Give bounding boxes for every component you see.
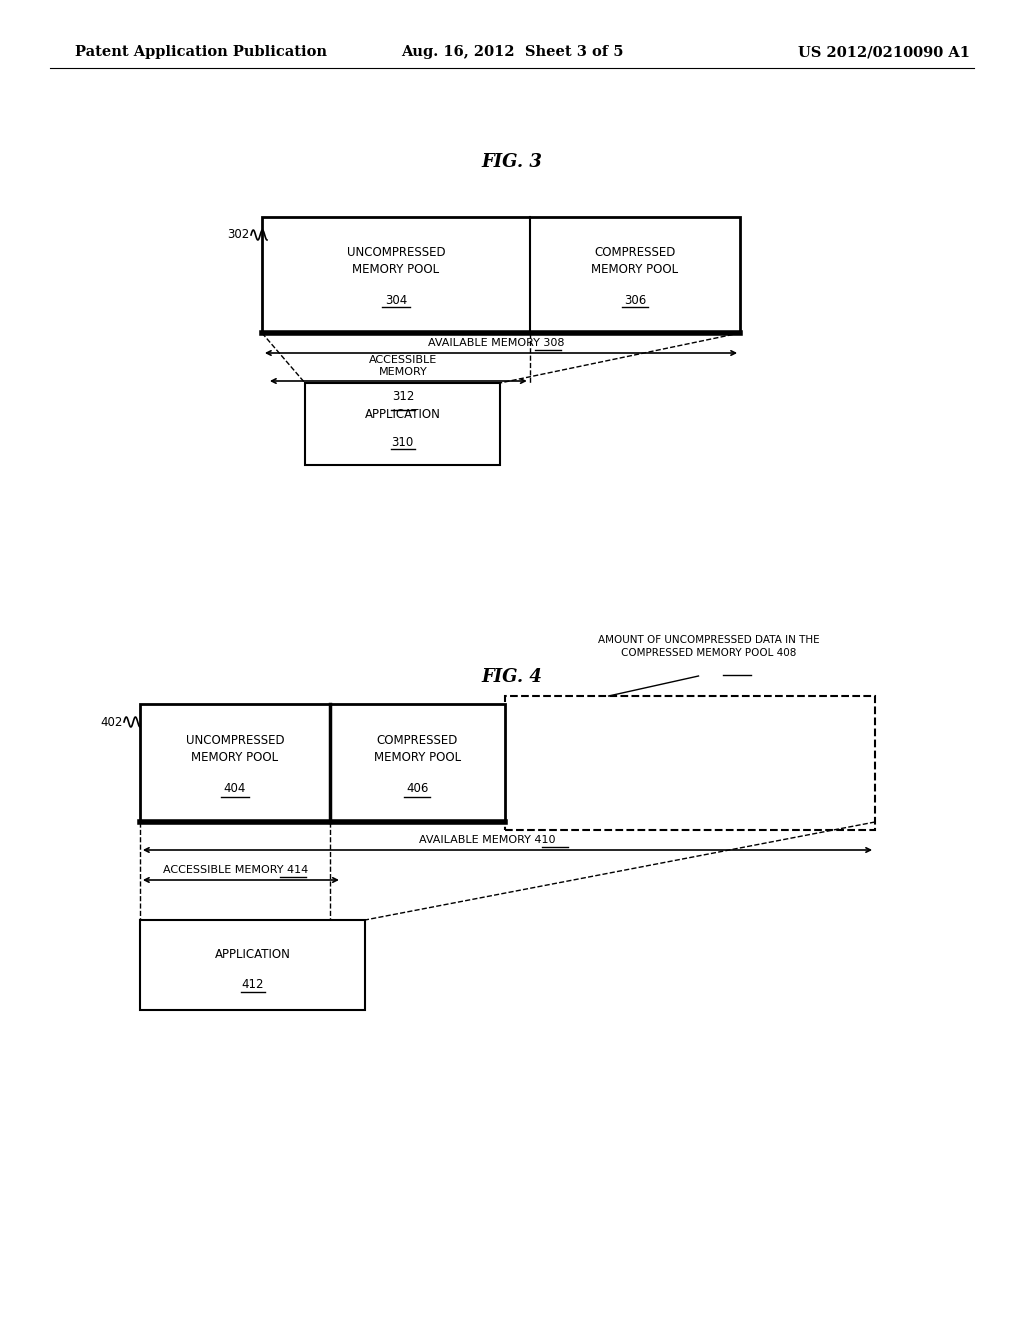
- Text: US 2012/0210090 A1: US 2012/0210090 A1: [798, 45, 970, 59]
- Text: Patent Application Publication: Patent Application Publication: [75, 45, 327, 59]
- Text: 306: 306: [624, 294, 646, 308]
- Text: APPLICATION: APPLICATION: [215, 948, 291, 961]
- Text: 412: 412: [242, 978, 264, 991]
- Text: UNCOMPRESSED
MEMORY POOL: UNCOMPRESSED MEMORY POOL: [185, 734, 285, 764]
- Text: FIG. 3: FIG. 3: [481, 153, 543, 172]
- Text: AVAILABLE MEMORY 410: AVAILABLE MEMORY 410: [419, 836, 556, 845]
- Bar: [262, 216, 740, 333]
- Text: 402: 402: [100, 715, 123, 729]
- Text: UNCOMPRESSED
MEMORY POOL: UNCOMPRESSED MEMORY POOL: [346, 246, 445, 276]
- Text: 406: 406: [407, 783, 429, 796]
- Text: 304: 304: [385, 294, 407, 308]
- Text: AMOUNT OF UNCOMPRESSED DATA IN THE
COMPRESSED MEMORY POOL 408: AMOUNT OF UNCOMPRESSED DATA IN THE COMPR…: [598, 635, 819, 657]
- Text: 404: 404: [223, 783, 246, 796]
- Text: 310: 310: [391, 436, 414, 449]
- Bar: [505, 696, 874, 830]
- Text: COMPRESSED
MEMORY POOL: COMPRESSED MEMORY POOL: [591, 246, 679, 276]
- Text: COMPRESSED
MEMORY POOL: COMPRESSED MEMORY POOL: [374, 734, 461, 764]
- Text: APPLICATION: APPLICATION: [365, 408, 440, 421]
- Bar: [305, 383, 500, 465]
- Text: 302: 302: [227, 228, 249, 242]
- Text: ACCESSIBLE MEMORY 414: ACCESSIBLE MEMORY 414: [163, 865, 308, 875]
- Text: ACCESSIBLE
MEMORY: ACCESSIBLE MEMORY: [370, 355, 437, 378]
- Bar: [140, 920, 365, 1010]
- Bar: [140, 704, 505, 822]
- Text: Aug. 16, 2012  Sheet 3 of 5: Aug. 16, 2012 Sheet 3 of 5: [400, 45, 624, 59]
- Text: AVAILABLE MEMORY 308: AVAILABLE MEMORY 308: [428, 338, 564, 348]
- Text: FIG. 4: FIG. 4: [481, 668, 543, 686]
- Text: 312: 312: [392, 389, 415, 403]
